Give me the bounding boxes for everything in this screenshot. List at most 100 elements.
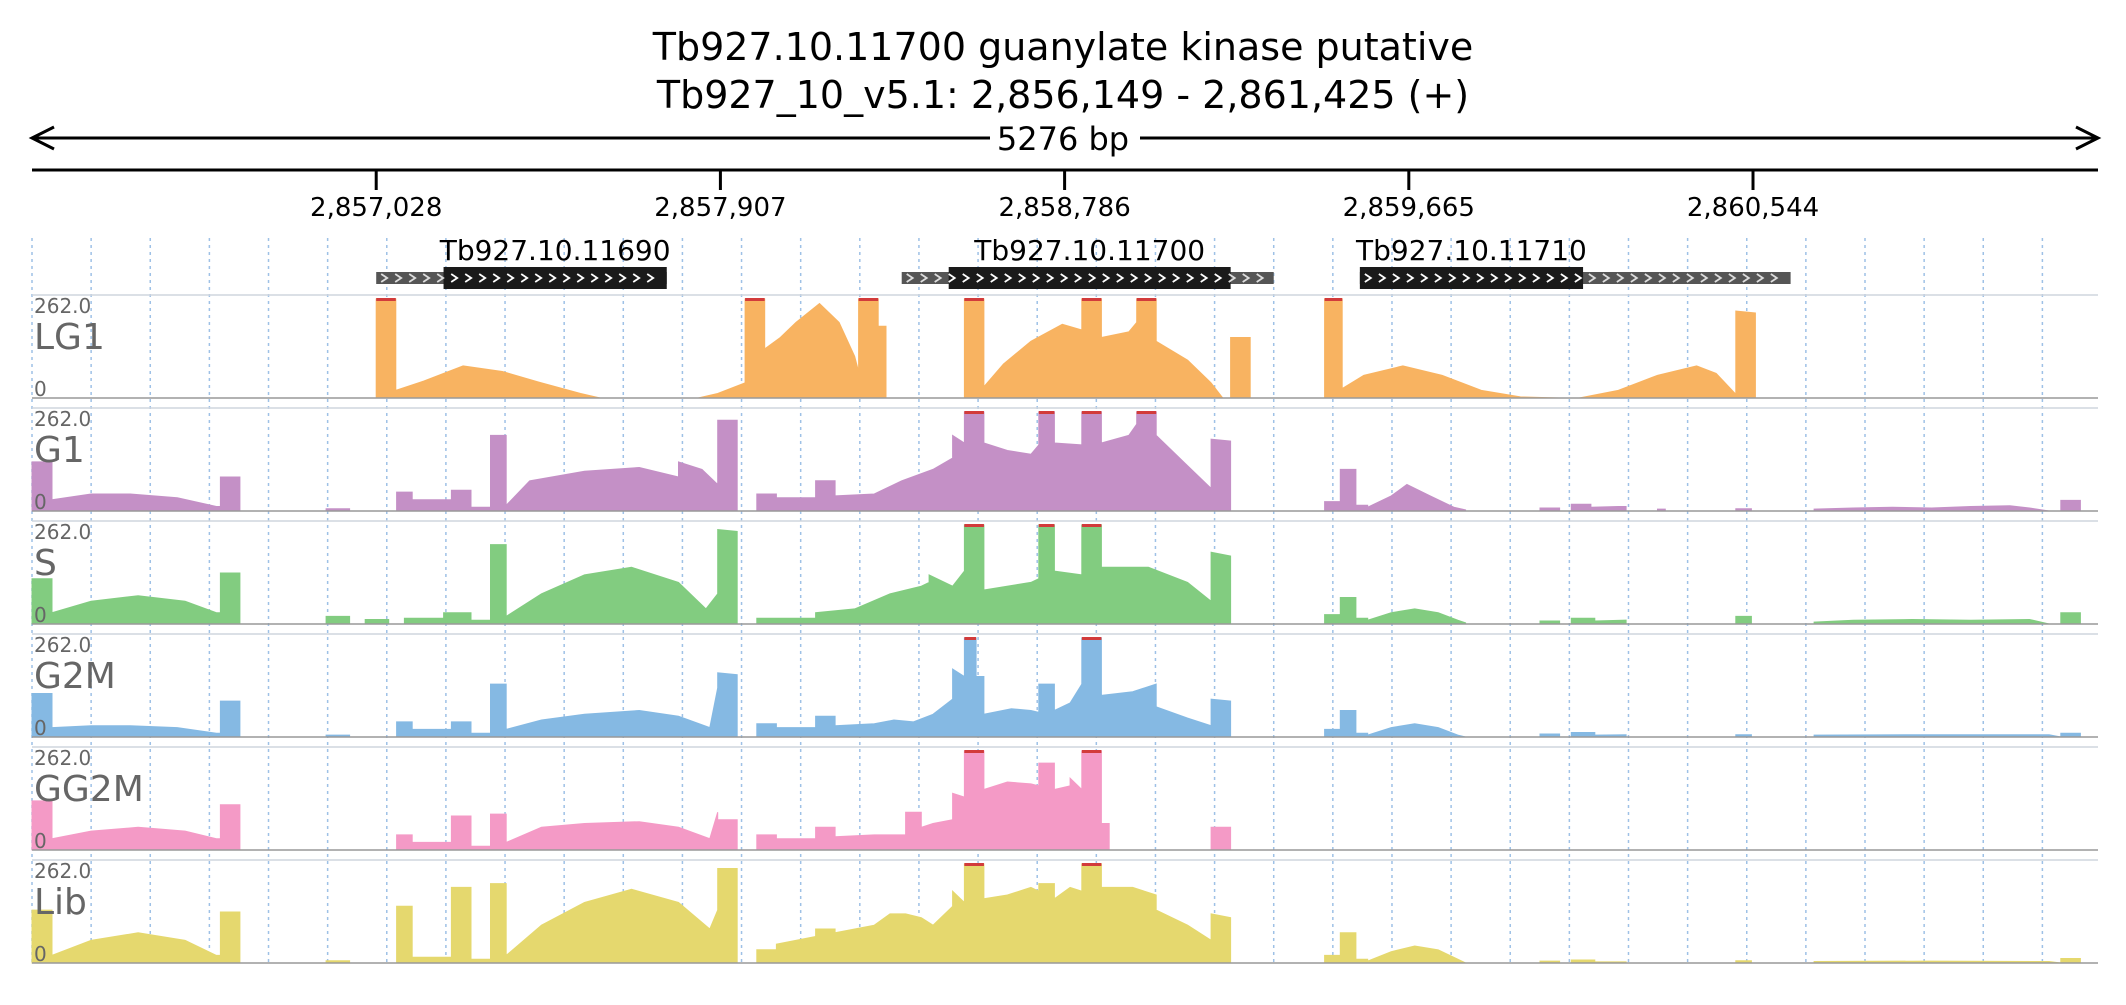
track-0-name: LG1: [34, 317, 105, 358]
gene-2-strand-chevron-21: [1658, 273, 1667, 283]
gene-annotation-track: Tb927.10.11690 Tb927.10.11700 Tb927.10.117…: [376, 234, 1791, 289]
coordinate-ruler: 2,857,028 2,857,907 2,858,786 2,859,665 2,86…: [32, 168, 2098, 223]
gene-0-strand-chevron-8: [492, 273, 501, 283]
gene-0-strand-chevron-3: [422, 273, 431, 283]
track-2-clip-marker-55: [1038, 524, 1055, 527]
track-0-clip-marker-28: [964, 298, 984, 301]
gene-2-strand-chevron-2: [1392, 273, 1401, 283]
track-0-clip-marker-40: [1136, 298, 1157, 301]
track-4-ymin-label: 0: [34, 829, 47, 853]
track-5-name: Lib: [34, 882, 87, 923]
gene-1-strand-chevron-25: [1256, 273, 1265, 283]
gene-1-strand-chevron-11: [1060, 273, 1069, 283]
ruler-tick-label-3: 2,859,665: [1343, 193, 1475, 223]
track-1-clip-marker-63: [1081, 411, 1102, 414]
track-5-ymax-label: 262.0: [34, 859, 91, 883]
gene-1-strand-chevron-9: [1032, 273, 1041, 283]
track-2-clip-marker-50: [964, 524, 984, 527]
track-1-ymin-label: 0: [34, 490, 47, 514]
track-1-name: G1: [34, 430, 85, 471]
track-0-coverage-area: [375, 298, 1756, 399]
gene-1-strand-chevron-13: [1088, 273, 1097, 283]
track-1-ymax-label: 262.0: [34, 407, 91, 431]
gene-1-strand-chevron-14: [1102, 273, 1111, 283]
gene-0-strand-chevron-15: [590, 273, 599, 283]
gene-1-strand-chevron-22: [1214, 273, 1223, 283]
gene-2-strand-chevron-28: [1756, 273, 1765, 283]
gene-2-strand-chevron-7: [1462, 273, 1471, 283]
gene-2-strand-chevron-22: [1672, 273, 1681, 283]
track-1-clip-marker-68: [1136, 411, 1157, 414]
gene-2-strand-chevron-9: [1490, 273, 1499, 283]
gene-label-1: Tb927.10.11700: [973, 234, 1205, 267]
gene-0-strand-chevron-2: [408, 273, 417, 283]
gene-0-strand-chevron-0: [380, 273, 389, 283]
track-0-clip-marker-51: [1324, 298, 1343, 301]
gene-1-strand-chevron-1: [920, 273, 929, 283]
ruler-tick-label-1: 2,857,907: [654, 193, 786, 223]
gene-1-strand-chevron-10: [1046, 273, 1055, 283]
gene-2-strand-chevron-24: [1700, 273, 1709, 283]
gene-2-strand-chevron-0: [1364, 273, 1373, 283]
track-5-clip-marker-53: [964, 863, 984, 866]
gene-2-strand-chevron-8: [1476, 273, 1485, 283]
track-0-clip-marker-13: [745, 298, 765, 301]
gene-2-strand-chevron-23: [1686, 273, 1695, 283]
track-3-clip-marker-65: [1081, 637, 1102, 640]
gene-2-strand-chevron-15: [1574, 273, 1583, 283]
track-3-clip-marker-52: [964, 637, 977, 640]
gene-1-strand-chevron-19: [1172, 273, 1181, 283]
track-2-clip-marker-59: [1081, 524, 1102, 527]
track-0-clip-marker-1: [376, 298, 396, 301]
track-0-clip-marker-22: [858, 298, 879, 301]
track-4-clip-marker-50: [964, 750, 984, 753]
gene-0-strand-chevron-14: [576, 273, 585, 283]
gene-2-strand-chevron-29: [1770, 273, 1779, 283]
ruler-tick-label-2: 2,858,786: [998, 193, 1130, 223]
gene-2-strand-chevron-10: [1504, 273, 1513, 283]
gene-1-strand-chevron-0: [906, 273, 915, 283]
gene-2-strand-chevron-27: [1742, 273, 1751, 283]
track-3-name: G2M: [34, 656, 116, 697]
gene-0-strand-chevron-12: [548, 273, 557, 283]
gene-1-strand-chevron-17: [1144, 273, 1153, 283]
gene-0-strand-chevron-6: [464, 273, 473, 283]
gene-1-strand-chevron-16: [1130, 273, 1139, 283]
gene-1-strand-chevron-24: [1242, 273, 1251, 283]
gene-2-strand-chevron-19: [1630, 273, 1639, 283]
gene-1-strand-chevron-23: [1228, 273, 1237, 283]
gene-1-strand-chevron-5: [976, 273, 985, 283]
gene-0-strand-chevron-5: [450, 273, 459, 283]
track-3-ymax-label: 262.0: [34, 633, 91, 657]
gene-1-strand-chevron-18: [1158, 273, 1167, 283]
track-1-coverage-area: [31, 411, 2081, 512]
gene-2-strand-chevron-3: [1406, 273, 1415, 283]
gene-2-strand-chevron-11: [1518, 273, 1527, 283]
track-0-ymax-label: 262.0: [34, 294, 91, 318]
gene-cds-2: [1359, 267, 1584, 289]
gene-2-strand-chevron-25: [1714, 273, 1723, 283]
span-arrow-right: [2075, 125, 2102, 151]
coverage-tracks: 262.00LG1262.00G1262.00S262.00G2M262.00G…: [31, 294, 2098, 966]
track-1-clip-marker-59: [1038, 411, 1055, 414]
gene-1-strand-chevron-6: [990, 273, 999, 283]
ruler-tick-label-4: 2,860,544: [1687, 193, 1819, 223]
gene-0-strand-chevron-10: [520, 273, 529, 283]
track-0-clip-marker-35: [1081, 298, 1102, 301]
gene-1-strand-chevron-15: [1116, 273, 1125, 283]
track-3-ymin-label: 0: [34, 716, 47, 740]
gene-1-strand-chevron-20: [1186, 273, 1195, 283]
track-2-ymin-label: 0: [34, 603, 47, 627]
gene-cds-1: [948, 267, 1231, 289]
gene-2-strand-chevron-1: [1378, 273, 1387, 283]
gene-1-strand-chevron-21: [1200, 273, 1209, 283]
gene-1-strand-chevron-12: [1074, 273, 1083, 283]
gene-2-strand-chevron-20: [1644, 273, 1653, 283]
gene-0-strand-chevron-1: [394, 273, 403, 283]
track-4-ymax-label: 262.0: [34, 746, 91, 770]
gene-2-strand-chevron-26: [1728, 273, 1737, 283]
track-4-name: GG2M: [34, 769, 144, 810]
gene-label-2: Tb927.10.11710: [1355, 234, 1587, 267]
